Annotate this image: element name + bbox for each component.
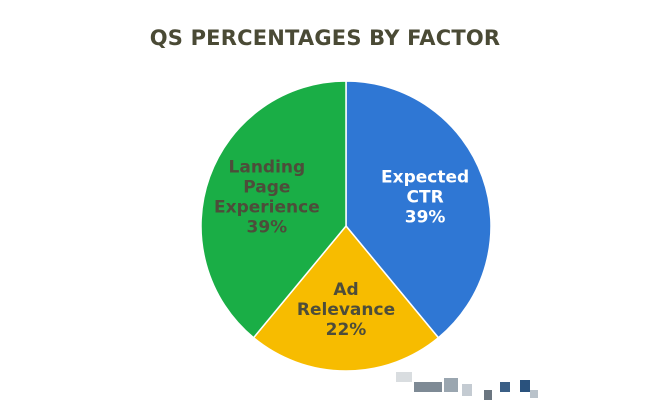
pie-label-line: 39% <box>247 218 288 238</box>
pie-slice-expected-ctr <box>345 80 492 339</box>
pie-label-line: Ad <box>333 280 358 300</box>
pie-label-line: CTR <box>407 188 444 208</box>
chart-title: QS PERCENTAGES BY FACTOR <box>149 26 501 50</box>
pie-label-line: Relevance <box>297 300 395 320</box>
pie-label-line: 39% <box>405 208 446 228</box>
pie-label-landing-page-experience: Landing Page Experience 39% <box>214 158 320 238</box>
pie-label-line: Expected <box>381 168 469 188</box>
pie-slice-landing-page-experience <box>200 80 347 339</box>
pie-label-line: Page <box>243 178 290 198</box>
pie-label-line: Landing <box>229 158 306 178</box>
pie-label-line: Experience <box>214 198 320 218</box>
pie-label-ad-relevance: Ad Relevance 22% <box>297 280 395 340</box>
pie-labels: Expected CTR 39%Ad Relevance 22%Landing Page E… <box>214 158 469 341</box>
pie-slices <box>200 80 492 372</box>
pie-label-line: 22% <box>326 320 367 340</box>
pixelated-watermark <box>396 360 546 406</box>
pie-slice-ad-relevance <box>252 224 440 372</box>
pie-label-expected-ctr: Expected CTR 39% <box>381 168 469 228</box>
